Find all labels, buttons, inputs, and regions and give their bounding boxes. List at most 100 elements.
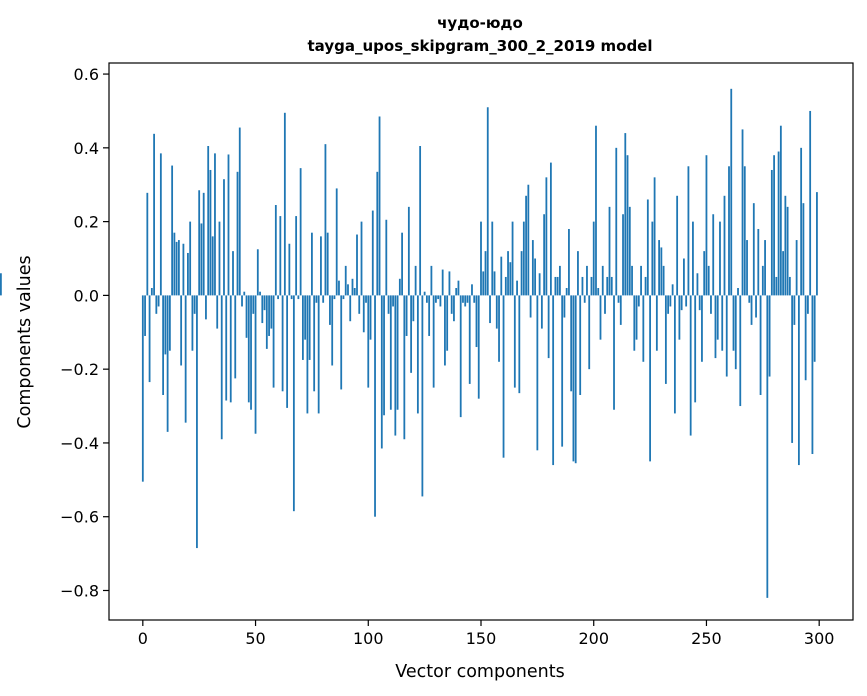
bar-109 [387, 295, 390, 314]
bar-290 [795, 240, 798, 296]
bar-171 [527, 184, 530, 296]
bar-277 [766, 295, 769, 598]
bar-61 [279, 216, 282, 296]
chart-title: чудо-юдо [437, 14, 523, 32]
bar-213 [622, 214, 624, 296]
bar-73 [306, 295, 309, 414]
bar-68 [295, 216, 298, 296]
bar-35 [220, 295, 223, 440]
bar-114 [398, 278, 401, 296]
bar-100 [367, 295, 370, 388]
bar-56 [268, 295, 270, 336]
bar-26 [200, 223, 203, 296]
bar-297 [811, 295, 814, 455]
y-axis-ticks: −0.8 −0.6 −0.4 −0.2 0.0 0.2 0.4 0.6 [60, 65, 109, 600]
bar-156 [493, 271, 496, 296]
bar-10 [164, 295, 167, 355]
bar-170 [525, 195, 527, 296]
bar-undefined [0, 273, 2, 296]
bar-120 [412, 295, 415, 322]
bar-34 [218, 221, 221, 296]
bar-82 [326, 232, 329, 296]
bar-190 [570, 295, 573, 392]
bar-273 [757, 228, 760, 296]
bar-60 [277, 295, 279, 300]
bar-69 [297, 295, 300, 300]
bar-153 [486, 107, 489, 296]
bar-241 [685, 295, 688, 307]
bar-42 [236, 171, 239, 296]
bar-67 [292, 295, 295, 512]
x-tick-label: 250 [691, 629, 722, 648]
bar-142 [462, 295, 464, 303]
bar-252 [710, 295, 712, 314]
bar-224 [646, 199, 649, 296]
bar-191 [572, 295, 575, 462]
bar-263 [734, 295, 737, 370]
bar-237 [676, 195, 679, 296]
bar-66 [290, 295, 293, 300]
bar-246 [696, 273, 699, 296]
bar-62 [281, 295, 284, 392]
bar-88 [340, 295, 343, 390]
bar-260 [728, 166, 730, 296]
bar-183 [554, 276, 557, 296]
bar-85 [333, 295, 336, 300]
bar-287 [788, 276, 791, 296]
bar-218 [633, 295, 636, 351]
bars-group [0, 88, 818, 598]
bar-4 [150, 288, 153, 296]
bar-207 [608, 206, 611, 296]
bar-239 [680, 295, 683, 311]
bar-164 [511, 221, 514, 296]
bar-137 [450, 295, 453, 314]
bar-254 [714, 295, 717, 359]
bar-121 [414, 265, 417, 296]
bar-40 [232, 251, 234, 296]
bar-222 [642, 295, 645, 362]
y-tick-label: −0.8 [60, 581, 99, 600]
bar-208 [610, 276, 613, 296]
bar-271 [752, 203, 755, 296]
bar-50 [254, 295, 257, 434]
bar-162 [507, 251, 509, 296]
y-tick-label: −0.6 [60, 508, 99, 527]
bar-166 [516, 280, 518, 296]
bar-176 [538, 273, 541, 296]
bar-285 [784, 195, 787, 296]
bar-6 [155, 295, 158, 314]
bar-39 [229, 295, 232, 403]
x-tick-label: 50 [245, 629, 265, 648]
bar-91 [347, 284, 349, 296]
bar-43 [238, 127, 241, 296]
bar-28 [205, 295, 207, 320]
bar-102 [371, 210, 374, 296]
bar-134 [444, 295, 446, 366]
bar-12 [168, 295, 171, 351]
bar-36 [223, 179, 225, 296]
chart-subtitle: tayga_upos_skipgram_300_2_2019 model [308, 37, 653, 55]
bar-185 [559, 265, 561, 296]
bar-45 [243, 291, 246, 296]
bar-54 [263, 295, 266, 311]
bar-293 [802, 203, 805, 296]
bar-125 [423, 291, 426, 296]
bar-235 [671, 284, 674, 296]
bar-219 [635, 295, 638, 340]
bar-221 [640, 265, 642, 296]
bar-16 [177, 240, 180, 296]
bar-233 [667, 295, 670, 314]
bar-147 [473, 295, 476, 303]
bar-59 [274, 205, 277, 296]
bar-93 [351, 278, 354, 296]
bar-79 [320, 236, 322, 296]
bar-30 [209, 169, 212, 296]
bar-108 [385, 219, 388, 296]
bar-98 [362, 295, 365, 333]
x-tick-label: 200 [578, 629, 609, 648]
bar-21 [189, 221, 192, 296]
bar-27 [202, 192, 205, 296]
bar-161 [504, 276, 507, 296]
bar-52 [259, 291, 261, 296]
bar-154 [489, 295, 491, 324]
